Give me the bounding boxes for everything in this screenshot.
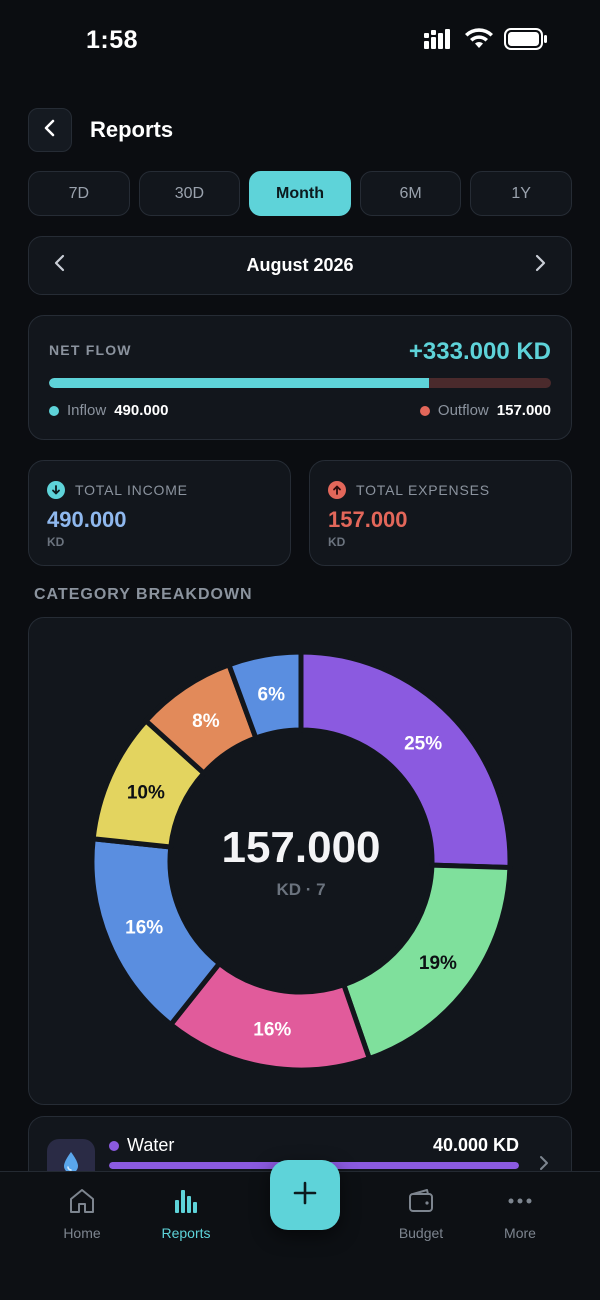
- next-month-button[interactable]: [533, 253, 547, 278]
- nav-item-reports[interactable]: Reports: [136, 1188, 236, 1241]
- category-amount: 40.000 KD: [433, 1135, 519, 1156]
- donut-center-value: 157.000: [29, 823, 573, 873]
- outflow-value: 157.000: [497, 402, 551, 419]
- more-icon: [506, 1188, 534, 1217]
- month-navigator: August 2026: [28, 236, 572, 295]
- net-flow-bar-inflow: [49, 378, 429, 388]
- inflow-legend: Inflow 490.000: [49, 402, 168, 419]
- nav-item-home[interactable]: Home: [32, 1188, 132, 1241]
- net-flow-bar: [49, 378, 551, 388]
- category-breakdown-card: 25% 19% 16% 16% 10% 8% 6% 157.000 KD · 7: [28, 617, 572, 1105]
- donut-segment-label-6: 8%: [192, 711, 220, 732]
- status-time: 1:58: [86, 26, 138, 55]
- net-flow-value: +333.000 KD: [409, 338, 551, 366]
- nav-item-budget[interactable]: Budget: [371, 1188, 471, 1241]
- donut-segment-label-3: 16%: [253, 1020, 291, 1041]
- nav-label-budget: Budget: [399, 1225, 443, 1241]
- tab-7d[interactable]: 7D: [28, 171, 130, 216]
- outflow-label: Outflow: [438, 402, 489, 419]
- chevron-right-icon: [533, 260, 547, 277]
- period-tabs: 7D 30D Month 6M 1Y: [28, 171, 572, 216]
- total-income-unit: KD: [47, 535, 64, 549]
- inflow-label: Inflow: [67, 402, 106, 419]
- total-income-header: TOTAL INCOME: [47, 481, 188, 499]
- donut-segment-label-4: 16%: [125, 918, 163, 939]
- total-expenses-header: TOTAL EXPENSES: [328, 481, 490, 499]
- status-icons: [424, 28, 548, 55]
- tab-30d[interactable]: 30D: [139, 171, 241, 216]
- previous-month-button[interactable]: [53, 253, 67, 278]
- total-income-value: 490.000: [47, 507, 127, 533]
- nav-label-home: Home: [63, 1225, 100, 1241]
- outflow-dot: [420, 406, 430, 416]
- inflow-value: 490.000: [114, 402, 168, 419]
- donut-center-subtitle: KD · 7: [29, 880, 573, 900]
- donut-segment-label-1: 25%: [404, 734, 442, 755]
- back-button[interactable]: [28, 108, 72, 152]
- total-expenses-value: 157.000: [328, 507, 408, 533]
- net-flow-label: NET FLOW: [49, 342, 132, 358]
- tab-1y[interactable]: 1Y: [470, 171, 572, 216]
- page-title: Reports: [90, 117, 173, 143]
- plus-icon: [292, 1180, 318, 1211]
- total-income-card: TOTAL INCOME 490.000 KD: [28, 460, 291, 566]
- tab-month[interactable]: Month: [249, 171, 351, 216]
- bar-chart-icon: [173, 1188, 199, 1217]
- arrow-down-circle-icon: [47, 481, 65, 499]
- category-color-dot: [109, 1141, 119, 1151]
- category-breakdown-title: CATEGORY BREAKDOWN: [34, 586, 253, 604]
- wallet-icon: [407, 1188, 435, 1217]
- donut-segment-label-2: 19%: [419, 953, 457, 974]
- nav-item-more[interactable]: More: [470, 1188, 570, 1241]
- home-icon: [68, 1188, 96, 1217]
- total-expenses-card: TOTAL EXPENSES 157.000 KD: [309, 460, 572, 566]
- nav-label-reports: Reports: [161, 1225, 210, 1241]
- arrow-up-circle-icon: [328, 481, 346, 499]
- nav-label-more: More: [504, 1225, 536, 1241]
- month-label: August 2026: [246, 255, 353, 276]
- total-income-label: TOTAL INCOME: [75, 482, 188, 498]
- header: Reports: [28, 107, 572, 153]
- donut-segment-label-5: 10%: [127, 783, 165, 804]
- chevron-left-icon: [53, 260, 67, 277]
- outflow-legend: Outflow 157.000: [420, 402, 551, 419]
- tab-6m[interactable]: 6M: [360, 171, 462, 216]
- net-flow-card: NET FLOW +333.000 KD Inflow 490.000 Outf…: [28, 315, 572, 440]
- total-expenses-unit: KD: [328, 535, 345, 549]
- total-expenses-label: TOTAL EXPENSES: [356, 482, 490, 498]
- donut-segment-label-7: 6%: [258, 685, 286, 706]
- status-bar: 1:58: [0, 0, 600, 80]
- cellular-signal-icon: [424, 29, 454, 54]
- add-transaction-button[interactable]: [270, 1160, 340, 1230]
- chevron-left-icon: [43, 118, 57, 143]
- battery-icon: [504, 28, 548, 55]
- category-name-label: Water: [127, 1135, 174, 1156]
- category-name: Water: [109, 1135, 174, 1156]
- inflow-dot: [49, 406, 59, 416]
- wifi-icon: [464, 28, 494, 55]
